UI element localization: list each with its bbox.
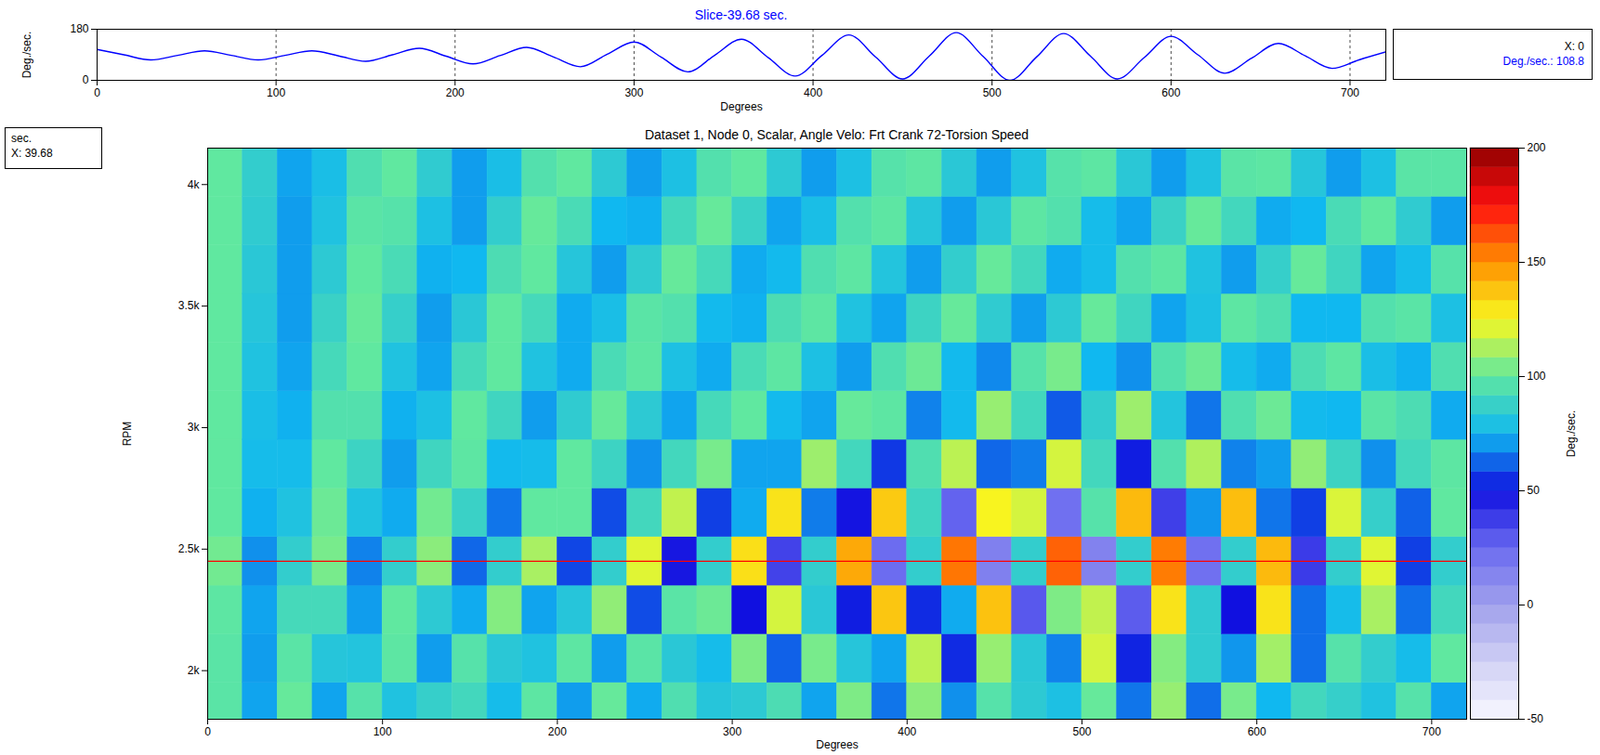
- svg-text:2k: 2k: [187, 664, 201, 678]
- html-text:Dataset 1, Node 0, Scalar, Ang: Dataset 1, Node 0, Scalar, Angle Velo: F…: [644, 127, 1029, 143]
- svg-text:500: 500: [1072, 725, 1091, 739]
- svg-text:300: 300: [624, 86, 643, 100]
- svg-text:Degrees: Degrees: [720, 100, 762, 114]
- svg-text:400: 400: [897, 725, 917, 739]
- svg-text:200: 200: [1527, 141, 1547, 155]
- svg-text:700: 700: [1340, 86, 1360, 100]
- html-text:sec.: sec.: [11, 131, 32, 145]
- svg-text:100: 100: [266, 86, 286, 100]
- svg-text:50: 50: [1527, 484, 1541, 498]
- svg-text:100: 100: [373, 725, 393, 739]
- svg-text:200: 200: [548, 725, 567, 739]
- svg-text:0: 0: [1527, 598, 1535, 612]
- svg-text:3k: 3k: [187, 420, 201, 434]
- svg-text:Deg./sec.: Deg./sec.: [20, 31, 34, 79]
- svg-text:0: 0: [204, 725, 211, 739]
- svg-text:Degrees: Degrees: [815, 738, 858, 752]
- html-text:X: 39.68: X: 39.68: [11, 146, 53, 160]
- html-text:X: 0: X: 0: [1564, 39, 1585, 53]
- svg-text:200: 200: [445, 86, 465, 100]
- svg-text:500: 500: [983, 86, 1002, 100]
- svg-text:600: 600: [1247, 725, 1267, 739]
- svg-text:600: 600: [1161, 86, 1181, 100]
- svg-text:700: 700: [1422, 725, 1442, 739]
- svg-text:400: 400: [803, 86, 823, 100]
- svg-text:4k: 4k: [187, 178, 201, 192]
- svg-text:RPM: RPM: [120, 421, 134, 447]
- svg-text:0: 0: [93, 86, 101, 100]
- svg-text:-50: -50: [1527, 712, 1545, 726]
- svg-text:180: 180: [69, 22, 89, 36]
- svg-text:300: 300: [722, 725, 742, 739]
- svg-text:Deg./sec.: Deg./sec.: [1564, 410, 1578, 459]
- svg-text:3.5k: 3.5k: [178, 299, 201, 313]
- svg-text:150: 150: [1527, 255, 1547, 269]
- svg-text:100: 100: [1527, 369, 1547, 383]
- svg-text:2.5k: 2.5k: [178, 542, 201, 556]
- svg-text:0: 0: [82, 73, 90, 87]
- html-text:Deg./sec.: 108.8: Deg./sec.: 108.8: [1502, 54, 1585, 68]
- html-text:Slice-39.68 sec.: Slice-39.68 sec.: [694, 7, 788, 23]
